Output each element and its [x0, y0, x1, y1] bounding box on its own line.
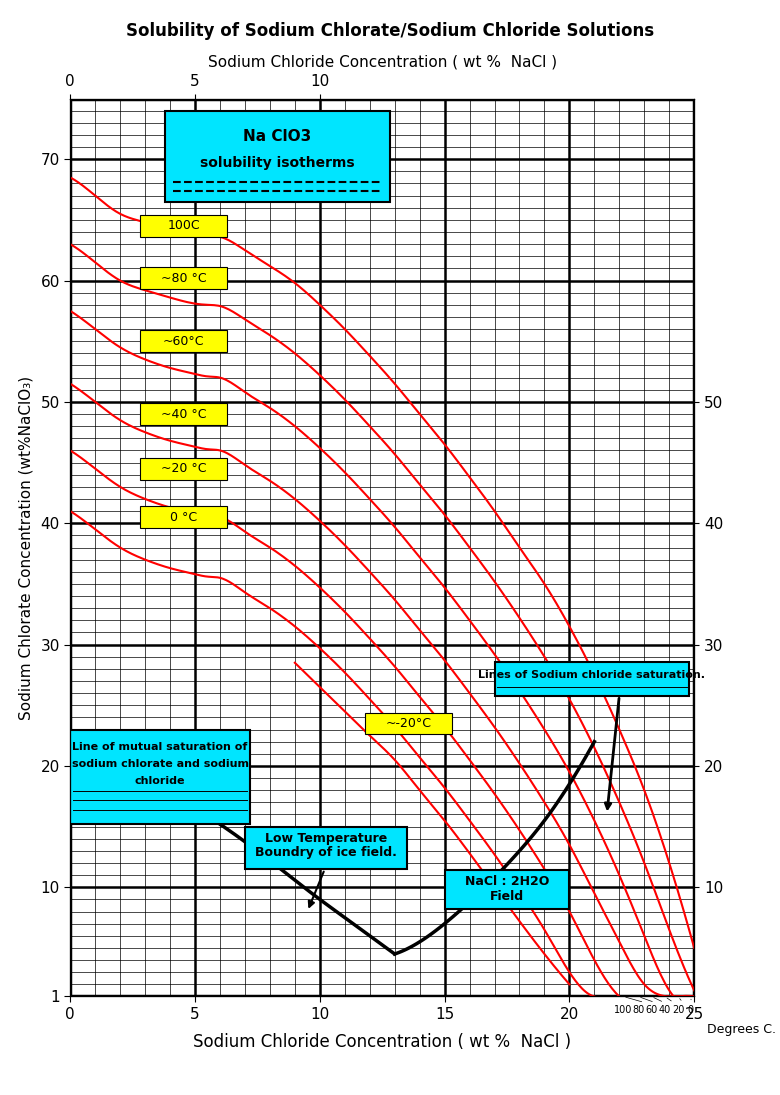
Text: Degrees C.: Degrees C.: [707, 1023, 775, 1036]
Text: 100C: 100C: [168, 219, 200, 232]
Bar: [245, 827, 407, 869]
Text: Line of mutual saturation of: Line of mutual saturation of: [73, 741, 248, 751]
Bar: [140, 267, 228, 289]
Text: Na ClO3: Na ClO3: [243, 129, 311, 143]
Text: sodium chlorate and sodium: sodium chlorate and sodium: [72, 759, 249, 769]
Text: solubility isotherms: solubility isotherms: [200, 157, 355, 171]
Text: ~40 °C: ~40 °C: [161, 407, 207, 420]
Text: 80: 80: [632, 1005, 644, 1015]
Text: Boundry of ice field.: Boundry of ice field.: [255, 846, 397, 860]
Bar: [495, 661, 690, 695]
X-axis label: Sodium Chloride Concentration ( wt %  NaCl ): Sodium Chloride Concentration ( wt % NaC…: [193, 1033, 571, 1051]
Bar: [140, 506, 228, 528]
Bar: [165, 111, 390, 201]
Text: Solubility of Sodium Chlorate/Sodium Chloride Solutions: Solubility of Sodium Chlorate/Sodium Chl…: [126, 22, 654, 39]
Text: 20: 20: [672, 1005, 684, 1015]
Bar: [445, 871, 569, 909]
Y-axis label: Sodium Chlorate Concentration (wt%NaClO₃): Sodium Chlorate Concentration (wt%NaClO₃…: [19, 376, 34, 719]
Bar: [140, 215, 228, 237]
Text: 60: 60: [645, 1005, 658, 1015]
Text: 100: 100: [614, 1005, 633, 1015]
Text: 40: 40: [658, 1005, 671, 1015]
Text: ~-20°C: ~-20°C: [385, 717, 431, 730]
Bar: [140, 403, 228, 425]
Bar: [140, 458, 228, 480]
Text: ~20 °C: ~20 °C: [161, 462, 207, 475]
Text: Lines of Sodium chloride saturation.: Lines of Sodium chloride saturation.: [478, 670, 705, 680]
Text: Low Temperature: Low Temperature: [265, 832, 387, 845]
Bar: [70, 729, 250, 825]
Bar: [365, 713, 452, 735]
Text: ~80 °C: ~80 °C: [161, 272, 207, 285]
Text: 0: 0: [687, 1005, 693, 1015]
Text: Field: Field: [490, 890, 524, 903]
Text: NaCl : 2H2O: NaCl : 2H2O: [465, 875, 549, 888]
Bar: [140, 331, 228, 353]
X-axis label: Sodium Chloride Concentration ( wt %  NaCl ): Sodium Chloride Concentration ( wt % NaC…: [207, 55, 557, 70]
Text: 0 °C: 0 °C: [170, 510, 197, 523]
Text: chloride: chloride: [135, 775, 186, 785]
Text: ~60°C: ~60°C: [163, 335, 204, 348]
